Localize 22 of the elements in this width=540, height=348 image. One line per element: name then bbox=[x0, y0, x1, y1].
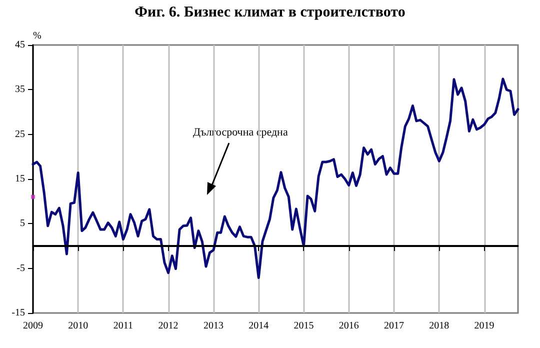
y-tick-label: -15 bbox=[12, 308, 25, 318]
line-series bbox=[32, 78, 520, 279]
x-tick-label: 2012 bbox=[158, 320, 178, 332]
x-tick-label: 2017 bbox=[384, 320, 404, 332]
x-tick-label: 2009 bbox=[23, 320, 43, 332]
x-tick-label: 2015 bbox=[294, 320, 314, 332]
x-tick-label: 2016 bbox=[338, 320, 359, 332]
x-tick-label: 2014 bbox=[248, 320, 269, 332]
x-tick-label: 2010 bbox=[68, 320, 88, 332]
x-tick-label: 2018 bbox=[429, 320, 450, 332]
y-tick-label: 5 bbox=[20, 218, 25, 230]
y-axis-title: % bbox=[33, 30, 42, 42]
y-tick-label: -5 bbox=[16, 262, 25, 274]
x-tick-label: 2011 bbox=[113, 320, 134, 332]
y-tick-label: 15 bbox=[15, 174, 25, 184]
y-tick-label: 25 bbox=[15, 128, 25, 140]
x-tick-label: 2019 bbox=[474, 320, 494, 332]
x-tick-label: 2013 bbox=[204, 320, 224, 332]
y-tick-label: 45 bbox=[15, 40, 25, 50]
ref-line-label: Дългосрочна средна bbox=[193, 126, 288, 138]
y-tick-label: 35 bbox=[15, 84, 25, 96]
chart-title: Фиг. 6. Бизнес климат в строителството bbox=[134, 4, 406, 20]
